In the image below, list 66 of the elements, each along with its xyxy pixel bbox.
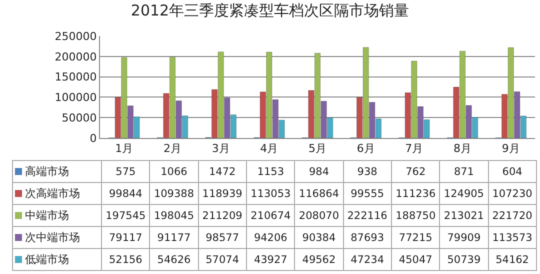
y-tick-label: 0 (90, 132, 97, 145)
data-label: 98577 (198, 226, 246, 248)
data-label: 984 (294, 160, 344, 182)
data-label: 79909 (440, 226, 488, 248)
data-label: 109388 (150, 182, 198, 204)
y-tick-label: 100000 (54, 91, 97, 104)
data-label: 210674 (246, 204, 295, 226)
data-label: 90384 (294, 226, 344, 248)
data-label: 871 (440, 160, 488, 182)
x-tick-label: 3月 (212, 142, 230, 156)
data-label: 211209 (198, 204, 246, 226)
data-label: 213021 (440, 204, 488, 226)
y-tick-label: 150000 (54, 70, 97, 84)
data-label: 111236 (391, 182, 440, 204)
legend-label: 次中端市场 (25, 231, 80, 244)
data-label: 79117 (102, 226, 150, 248)
legend-label: 中端市场 (25, 209, 69, 222)
data-label: 87693 (343, 226, 392, 248)
data-label: 54162 (488, 248, 536, 270)
data-label: 113053 (246, 182, 295, 204)
y-tick-label: 200000 (54, 50, 97, 64)
legend-label: 高端市场 (25, 165, 69, 178)
data-label: 1472 (198, 160, 246, 182)
data-label: 50739 (440, 248, 488, 270)
data-label: 57074 (198, 248, 246, 270)
data-label: 575 (102, 160, 150, 182)
data-label: 124905 (440, 182, 488, 204)
data-label: 49562 (294, 248, 344, 270)
x-tick-label: 5月 (308, 142, 326, 156)
data-label: 43927 (246, 248, 295, 270)
y-tick-label: 50000 (62, 111, 97, 124)
data-label: 77215 (391, 226, 440, 248)
data-label: 208070 (294, 204, 344, 226)
data-label: 188750 (391, 204, 440, 226)
data-label: 45047 (391, 248, 440, 270)
data-label: 107230 (488, 182, 536, 204)
x-tick-label: 6月 (356, 142, 375, 156)
x-tick-label: 9月 (502, 142, 520, 156)
data-label: 221720 (488, 204, 536, 226)
data-label: 118939 (198, 182, 246, 204)
data-label: 938 (343, 160, 392, 182)
data-label: 604 (488, 160, 536, 182)
legend-label: 次高端市场 (25, 187, 80, 200)
data-label: 91177 (150, 226, 198, 248)
data-label: 54626 (150, 248, 198, 270)
data-label: 116864 (294, 182, 344, 204)
data-label: 99555 (343, 182, 392, 204)
x-tick-label: 8月 (454, 142, 472, 156)
data-label: 1066 (150, 160, 198, 182)
x-tick-label: 1月 (115, 142, 134, 156)
x-tick-label: 7月 (405, 142, 424, 156)
data-label: 99844 (102, 182, 150, 204)
data-label: 222116 (343, 204, 392, 226)
y-tick-label: 250000 (54, 30, 97, 43)
x-tick-label: 2月 (164, 142, 182, 156)
data-label: 1153 (246, 160, 295, 182)
x-tick-label: 4月 (260, 142, 278, 156)
legend-label: 低端市场 (25, 253, 69, 266)
data-label: 197545 (102, 204, 150, 226)
data-label: 113573 (488, 226, 536, 248)
data-label: 762 (391, 160, 440, 182)
data-label: 52156 (102, 248, 150, 270)
data-label: 47234 (343, 248, 392, 270)
chart-title: 2012年三季度紧凑型车档次区隔市场销量 (130, 1, 410, 20)
data-label: 94206 (246, 226, 295, 248)
data-label: 198045 (150, 204, 198, 226)
